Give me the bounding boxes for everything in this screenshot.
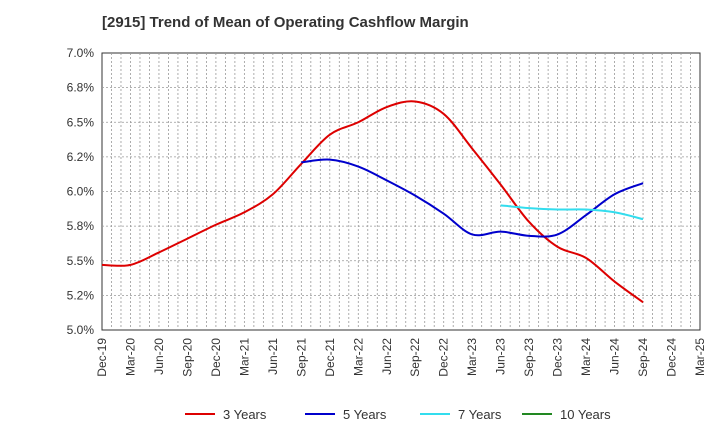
legend-label-10-years: 10 Years bbox=[560, 407, 611, 422]
series-line-7-years bbox=[500, 204, 644, 221]
x-tick-label: Jun-23 bbox=[494, 338, 508, 375]
x-tick-label: Mar-22 bbox=[351, 338, 365, 376]
x-tick-label: Dec-24 bbox=[665, 338, 679, 377]
series-line-5-years bbox=[301, 158, 644, 238]
x-axis: Dec-19 Mar-20 Jun-20 Sep-20 Dec-20 Mar-21 Jun-… bbox=[95, 338, 707, 377]
legend-label-3-years: 3 Years bbox=[223, 407, 267, 422]
y-tick-label: 6.8% bbox=[67, 81, 95, 95]
y-tick-label: 6.5% bbox=[67, 115, 95, 129]
legend-label-5-years: 5 Years bbox=[343, 407, 387, 422]
x-tick-label: Jun-20 bbox=[152, 338, 166, 375]
legend-label-7-years: 7 Years bbox=[458, 407, 502, 422]
x-tick-label: Mar-21 bbox=[237, 338, 251, 376]
y-tick-label: 5.5% bbox=[67, 254, 95, 268]
x-tick-label: Sep-21 bbox=[294, 338, 308, 377]
x-tick-label: Mar-24 bbox=[579, 338, 593, 376]
x-tick-label: Jun-24 bbox=[608, 338, 622, 375]
y-axis: 5.0% 5.2% 5.5% 5.8% 6.0% 6.2% 6.5% 6.8% 7.0% bbox=[67, 46, 95, 337]
y-tick-label: 7.0% bbox=[67, 46, 95, 60]
y-tick-label: 5.2% bbox=[67, 288, 95, 302]
x-tick-label: Dec-20 bbox=[209, 338, 223, 377]
y-tick-label: 6.2% bbox=[67, 150, 95, 164]
chart-title: [2915] Trend of Mean of Operating Cashfl… bbox=[102, 14, 469, 31]
series-line-3-years bbox=[101, 100, 644, 304]
y-tick-label: 5.8% bbox=[67, 219, 95, 233]
x-tick-label: Dec-19 bbox=[95, 338, 109, 377]
x-tick-label: Mar-20 bbox=[123, 338, 137, 376]
y-tick-label: 6.0% bbox=[67, 185, 95, 199]
x-tick-label: Sep-23 bbox=[522, 338, 536, 377]
series-lines bbox=[101, 100, 644, 304]
x-tick-label: Sep-22 bbox=[408, 338, 422, 377]
y-tick-label: 5.0% bbox=[67, 323, 95, 337]
x-tick-label: Mar-23 bbox=[465, 338, 479, 376]
x-tick-label: Jun-21 bbox=[266, 338, 280, 375]
legend: 3 Years 5 Years 7 Years 10 Years bbox=[185, 407, 611, 422]
x-tick-label: Dec-23 bbox=[551, 338, 565, 377]
x-tick-label: Sep-24 bbox=[636, 338, 650, 377]
x-tick-label: Sep-20 bbox=[180, 338, 194, 377]
x-tick-label: Dec-21 bbox=[323, 338, 337, 377]
x-tick-label: Dec-22 bbox=[437, 338, 451, 377]
x-tick-label: Mar-25 bbox=[693, 338, 707, 376]
x-tick-label: Jun-22 bbox=[380, 338, 394, 375]
